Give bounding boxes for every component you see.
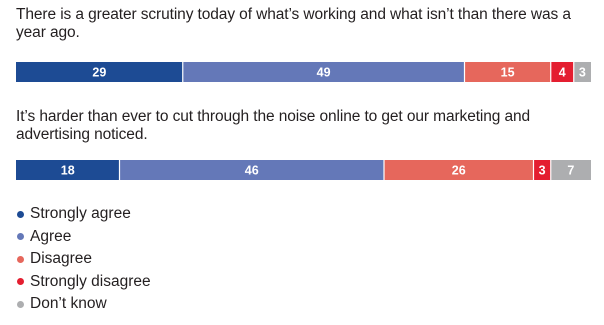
legend-item-disagree: Disagree	[16, 248, 151, 271]
legend-dot-strongly-agree	[17, 210, 24, 218]
bar-value-label-disagree-q2: 26	[452, 164, 466, 178]
stacked-bar-2: 18 46 26 3 7	[16, 160, 591, 180]
stacked-bar-1: 29 49 15 4 3	[16, 62, 591, 82]
legend-label-disagree: Disagree	[30, 250, 93, 268]
bar-separator	[118, 160, 121, 180]
bar-value-label-agree-q2: 46	[245, 164, 259, 178]
bar-separator	[573, 62, 575, 82]
bar-separator	[383, 160, 385, 180]
bar-value-label-disagree-q1: 15	[501, 66, 515, 80]
legend-dot-disagree	[17, 255, 24, 263]
stacked-bar-1-svg: 29 49 15 4 3	[16, 62, 591, 82]
legend-label-dont-know: Don’t know	[30, 295, 107, 313]
bar-segment-strongly-disagree-q2	[533, 160, 551, 180]
question-2-text: It’s harder than ever to cut through the…	[16, 108, 531, 143]
bar-segment-don-t-know-q1	[573, 62, 591, 82]
legend-dot-strongly-disagree	[17, 278, 24, 286]
legend: Strongly agree Agree Disagree Strongly d…	[16, 203, 151, 316]
bar-value-label-don-t-know-q2: 7	[567, 164, 574, 178]
bar-segment-strongly-agree-q2	[16, 160, 120, 180]
bar-separator	[550, 62, 552, 82]
legend-item-agree: Agree	[16, 226, 151, 249]
bar-segment-strongly-disagree-q1	[550, 62, 574, 82]
legend-dot-dont-know	[17, 300, 24, 308]
bar-separator	[182, 62, 184, 82]
bar-value-label-don-t-know-q1: 3	[579, 66, 586, 80]
bar-separator	[463, 62, 466, 82]
bar-segment-disagree-q2	[384, 160, 534, 180]
bar-value-label-strongly-agree-q2: 18	[61, 164, 75, 178]
legend-label-agree: Agree	[30, 227, 72, 245]
bar-value-label-strongly-disagree-q1: 4	[559, 66, 566, 80]
bar-separator	[550, 160, 552, 180]
bar-segment-disagree-q1	[464, 62, 551, 82]
legend-item-dont-know: Don’t know	[16, 293, 151, 316]
legend-item-strongly-disagree: Strongly disagree	[16, 271, 151, 294]
bar-value-label-strongly-disagree-q2: 3	[539, 164, 546, 178]
bar-segment-strongly-agree-q1	[16, 62, 183, 82]
bar-separator	[532, 160, 535, 180]
bar-segment-agree-q1	[182, 62, 465, 82]
bar-segment-agree-q2	[119, 160, 384, 180]
bar-segment-don-t-know-q2	[550, 160, 591, 180]
bar-value-label-strongly-agree-q1: 29	[92, 66, 106, 80]
legend-label-strongly-disagree: Strongly disagree	[30, 272, 151, 290]
question-1-text: There is a greater scrutiny today of wha…	[16, 6, 571, 41]
legend-item-strongly-agree: Strongly agree	[16, 203, 151, 226]
stacked-bar-2-svg: 18 46 26 3 7	[16, 160, 591, 180]
bar-value-label-agree-q1: 49	[317, 66, 331, 80]
legend-label-strongly-agree: Strongly agree	[30, 205, 131, 223]
legend-dot-agree	[17, 233, 24, 241]
